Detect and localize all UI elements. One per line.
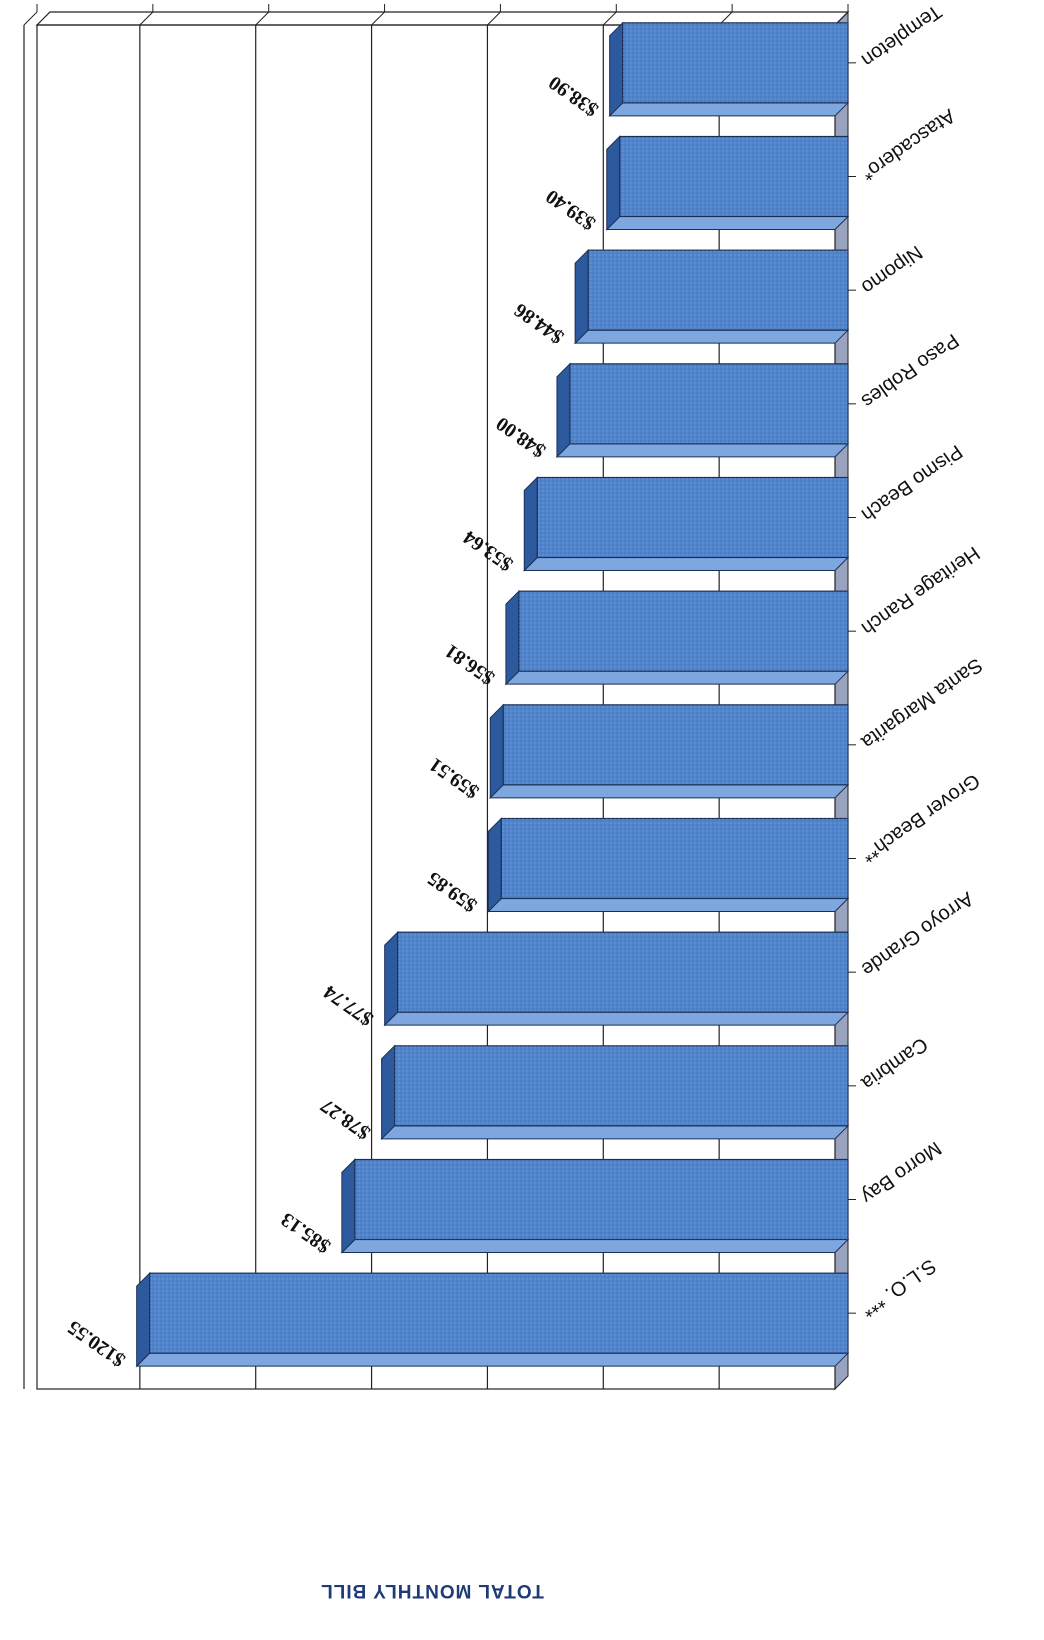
category-label: Cambria [856,1033,931,1095]
bar-end [341,1158,356,1254]
bar-top [608,102,850,117]
gridline-floor [371,11,385,26]
bar-end [489,703,504,800]
bar-texture [622,22,848,103]
bar-top [487,898,850,912]
bar-end [381,1044,396,1141]
bar-top [340,1239,850,1253]
value-axis-title: TOTAL MONTHLY BILL [320,1580,544,1601]
gridline-floor [602,11,617,26]
bar-texture [518,591,848,672]
bar-end [574,248,589,345]
bar-end [606,135,621,231]
category-label: Templeton [857,0,945,71]
bar-top [605,216,850,230]
bar-texture [394,1045,848,1126]
gridline-floor [487,11,501,26]
bar-top [383,1011,850,1026]
category-label-group: Templeton Atascadero* Nipomo Paso Robles Pis… [856,0,986,1321]
bar-texture [397,932,848,1013]
bar-end [523,476,538,572]
category-label: Santa Margarita [856,653,986,753]
bar-top [380,1125,850,1140]
bar-end [505,589,520,686]
category-label: Pismo Beach [857,440,966,526]
bar-texture [537,477,848,558]
bar-group [135,21,850,1368]
bar-end [609,21,624,118]
bar-texture [588,250,848,331]
category-label: Nipomo [857,241,926,299]
bar-top [523,557,850,571]
gridline-floor [255,11,270,26]
bar-top [504,670,850,685]
bar-end [556,362,571,459]
bar-texture [503,704,848,785]
bar-top [573,329,850,344]
category-label: Heritage Ranch [857,542,983,640]
category-label: Grover Beach** [857,769,984,867]
bar-top [489,784,850,799]
bar-top [135,1352,850,1367]
bar-top [555,443,850,458]
bar-texture [619,136,848,217]
category-label: Arroyo Grande [857,887,977,980]
category-label: S.L.O. *** [857,1254,940,1321]
bar-end [487,817,502,913]
category-label: Paso Robles [857,329,963,412]
category-label: Atascadero* [857,104,959,185]
bar-texture [149,1273,848,1354]
gridline-floor [23,11,38,26]
bar-end [384,930,399,1027]
bar-texture [354,1159,848,1240]
bar-texture [569,363,848,444]
bar-end [136,1271,151,1368]
gridline-floor [139,11,154,26]
bar-texture [501,818,848,899]
category-label: Morro Bay [857,1137,945,1208]
